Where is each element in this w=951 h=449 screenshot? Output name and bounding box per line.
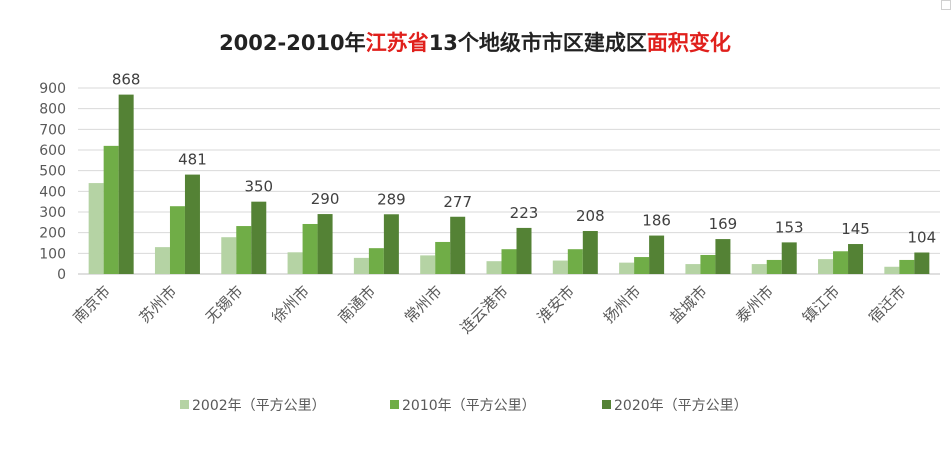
bar: [287, 252, 303, 274]
bar: [353, 257, 369, 274]
bar: [884, 266, 900, 274]
bar: [700, 254, 716, 274]
x-tick-label: 扬州市: [600, 282, 645, 327]
bars: [88, 94, 930, 274]
bar: [914, 252, 930, 274]
x-axis-tick-labels: 南京市 苏州市 无锡市 徐州市 南通市 常州市 连云港市 淮安市 扬州市 盐城市 泰州市 镇江市 宿迁市: [69, 282, 909, 337]
x-tick-label: 南通市: [335, 282, 380, 327]
bar: [317, 214, 333, 274]
data-label: 350: [244, 178, 273, 196]
legend-item[interactable]: 2010年（平方公里）: [390, 398, 536, 414]
bar: [818, 259, 834, 274]
legend-item[interactable]: 2002年（平方公里）: [180, 398, 326, 414]
legend-label: 2010年（平方公里）: [402, 398, 536, 414]
bar: [251, 201, 267, 274]
chart-title: 2002-2010年江苏省13个地级市市区建成区面积变化: [219, 31, 731, 55]
x-tick-label: 常州市: [401, 282, 446, 327]
x-tick-label: 苏州市: [136, 282, 181, 327]
x-tick-label: 镇江市: [799, 282, 844, 327]
data-label: 277: [443, 193, 472, 211]
bar: [567, 249, 583, 274]
data-label: 223: [510, 204, 539, 222]
x-tick-label: 无锡市: [202, 282, 247, 327]
bar: [302, 223, 318, 274]
bar: [685, 264, 701, 274]
y-tick-label: 700: [39, 122, 66, 138]
legend-swatch: [180, 400, 189, 409]
x-tick-label: 宿迁市: [865, 282, 910, 327]
y-tick-label: 0: [57, 267, 66, 283]
bar: [383, 214, 399, 274]
y-tick-label: 600: [39, 143, 66, 159]
chart-title-segment: 面积变化: [647, 31, 731, 55]
legend-swatch: [602, 400, 611, 409]
bar: [781, 242, 797, 274]
bar: [649, 235, 665, 274]
bar: [420, 255, 436, 274]
y-tick-label: 400: [39, 184, 66, 200]
data-label: 868: [112, 71, 141, 89]
x-tick-label: 泰州市: [733, 282, 778, 327]
bar: [221, 237, 237, 274]
data-labels: 868 481 350 290 289 277 223 208 186 169 153 145 104: [112, 71, 936, 247]
data-label: 186: [642, 212, 671, 230]
bar: [154, 247, 170, 274]
bar: [169, 206, 185, 274]
bar: [88, 183, 104, 274]
chart-corner-handle[interactable]: [941, 0, 951, 10]
bar: [486, 261, 502, 274]
y-tick-label: 300: [39, 205, 66, 221]
bar: [184, 174, 200, 274]
bar: [368, 248, 384, 274]
y-tick-label: 800: [39, 102, 66, 118]
legend: 2002年（平方公里） 2010年（平方公里） 2020年（平方公里）: [180, 398, 748, 414]
bar: [450, 216, 466, 274]
legend-label: 2002年（平方公里）: [192, 398, 326, 414]
chart-title-segment: 2002-2010年: [219, 31, 366, 55]
bar: [501, 249, 517, 274]
bar: [833, 251, 849, 274]
x-tick-label: 徐州市: [268, 282, 313, 327]
data-label: 481: [178, 151, 207, 169]
bar: [766, 259, 782, 274]
y-tick-label: 200: [39, 226, 66, 242]
bar: [751, 264, 767, 274]
bar: [619, 262, 635, 274]
x-tick-label: 淮安市: [534, 282, 579, 327]
data-label: 104: [908, 229, 937, 247]
data-label: 289: [377, 190, 406, 208]
data-label: 290: [311, 190, 340, 208]
bar: [516, 227, 532, 274]
chart-title-segment: 江苏省: [366, 31, 429, 55]
legend-item[interactable]: 2020年（平方公里）: [602, 398, 748, 414]
bar: [118, 94, 134, 274]
legend-label: 2020年（平方公里）: [614, 398, 748, 414]
legend-swatch: [390, 400, 399, 409]
data-label: 145: [841, 220, 870, 238]
x-tick-label: 南京市: [69, 282, 114, 327]
bar: [848, 244, 864, 274]
chart-title-segment: 13个地级市市区建成区: [429, 31, 647, 55]
y-tick-label: 500: [39, 164, 66, 180]
bar: [899, 259, 915, 274]
bar: [582, 231, 598, 274]
bar: [552, 260, 568, 274]
grid-lines: [78, 87, 940, 275]
x-tick-label: 连云港市: [457, 282, 512, 337]
y-tick-label: 900: [39, 81, 66, 97]
y-tick-label: 100: [39, 246, 66, 262]
data-label: 208: [576, 207, 605, 225]
x-tick-label: 盐城市: [666, 282, 711, 327]
bar: [634, 257, 650, 274]
data-label: 153: [775, 218, 804, 236]
bar: [103, 145, 119, 274]
y-axis-tick-labels: 0 100 200 300 400 500 600 700 800 900: [39, 81, 66, 283]
bar: [715, 239, 731, 274]
bar: [236, 226, 252, 274]
data-label: 169: [709, 215, 738, 233]
bar: [435, 241, 451, 274]
